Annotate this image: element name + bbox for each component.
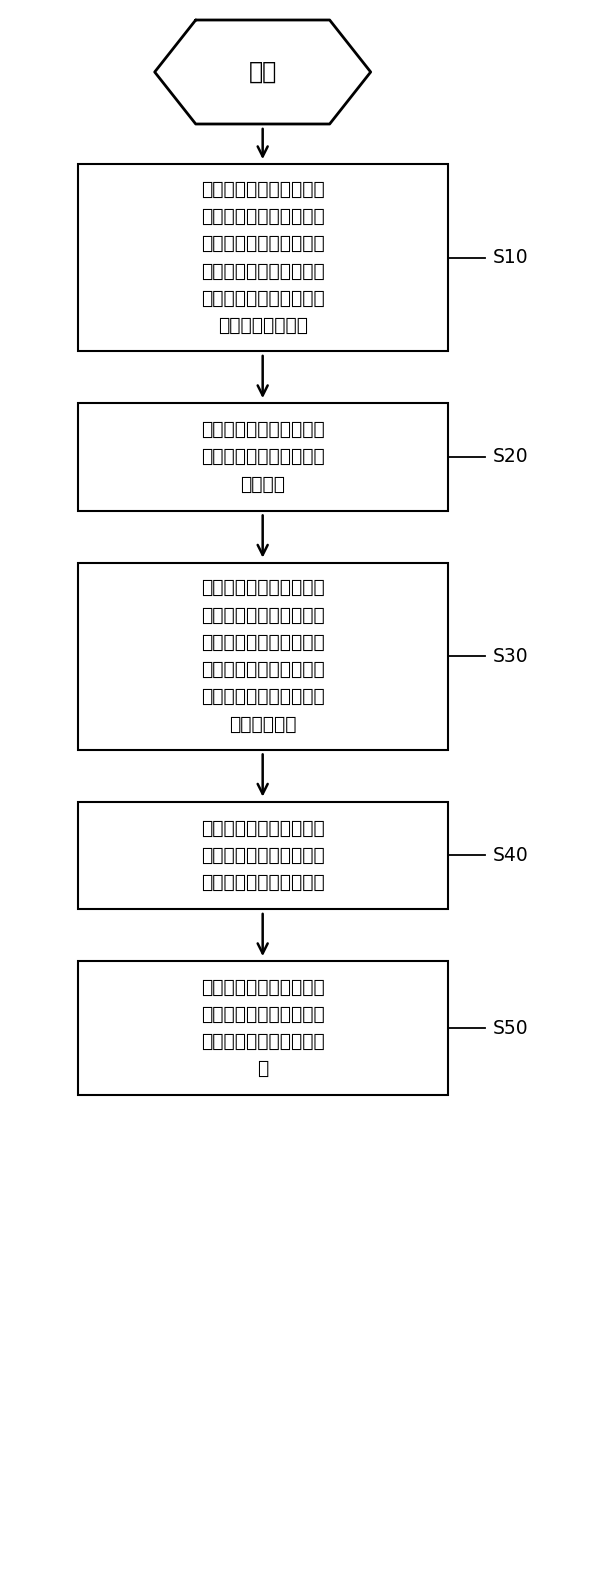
Bar <box>78 165 448 351</box>
Text: S40: S40 <box>493 846 528 865</box>
Bar <box>78 802 448 908</box>
Bar <box>78 403 448 510</box>
Text: 将所述多个测距传感器的
参数进行平均计算，得到
所述测距传感器的最终参
数: 将所述多个测距传感器的 参数进行平均计算，得到 所述测距传感器的最终参 数 <box>201 977 325 1078</box>
Text: 多次调整所述测距装置的
测距挡板与所述传感器的
相对位置，并分别获取每
一次调整后的所述测距挡
板与所述传感器的真实距
离和测量距离: 多次调整所述测距装置的 测距挡板与所述传感器的 相对位置，并分别获取每 一次调整… <box>201 579 325 734</box>
Text: 根据每一次调整所获取的
真实距离和测量距离，获
取多个测距传感器的参数: 根据每一次调整所获取的 真实距离和测量距离，获 取多个测距传感器的参数 <box>201 819 325 893</box>
Text: 接收测距装置发送的所述
测距传感器与测距挡板的
真实距离，以及，获取通
过所述测距传感器测量得
到的测距传感器与所述测
距挡板的测量距离: 接收测距装置发送的所述 测距传感器与测距挡板的 真实距离，以及，获取通 过所述测… <box>201 180 325 336</box>
Bar <box>78 960 448 1095</box>
Bar <box>78 563 448 750</box>
Text: S30: S30 <box>493 646 528 665</box>
Text: S20: S20 <box>493 447 528 466</box>
Text: S10: S10 <box>493 248 528 267</box>
Text: 开始: 开始 <box>248 60 277 85</box>
Text: S50: S50 <box>493 1018 528 1037</box>
Text: 根据所述真实距离和测量
距离，标定所述测距传感
器的参数: 根据所述真实距离和测量 距离，标定所述测距传感 器的参数 <box>201 420 325 494</box>
